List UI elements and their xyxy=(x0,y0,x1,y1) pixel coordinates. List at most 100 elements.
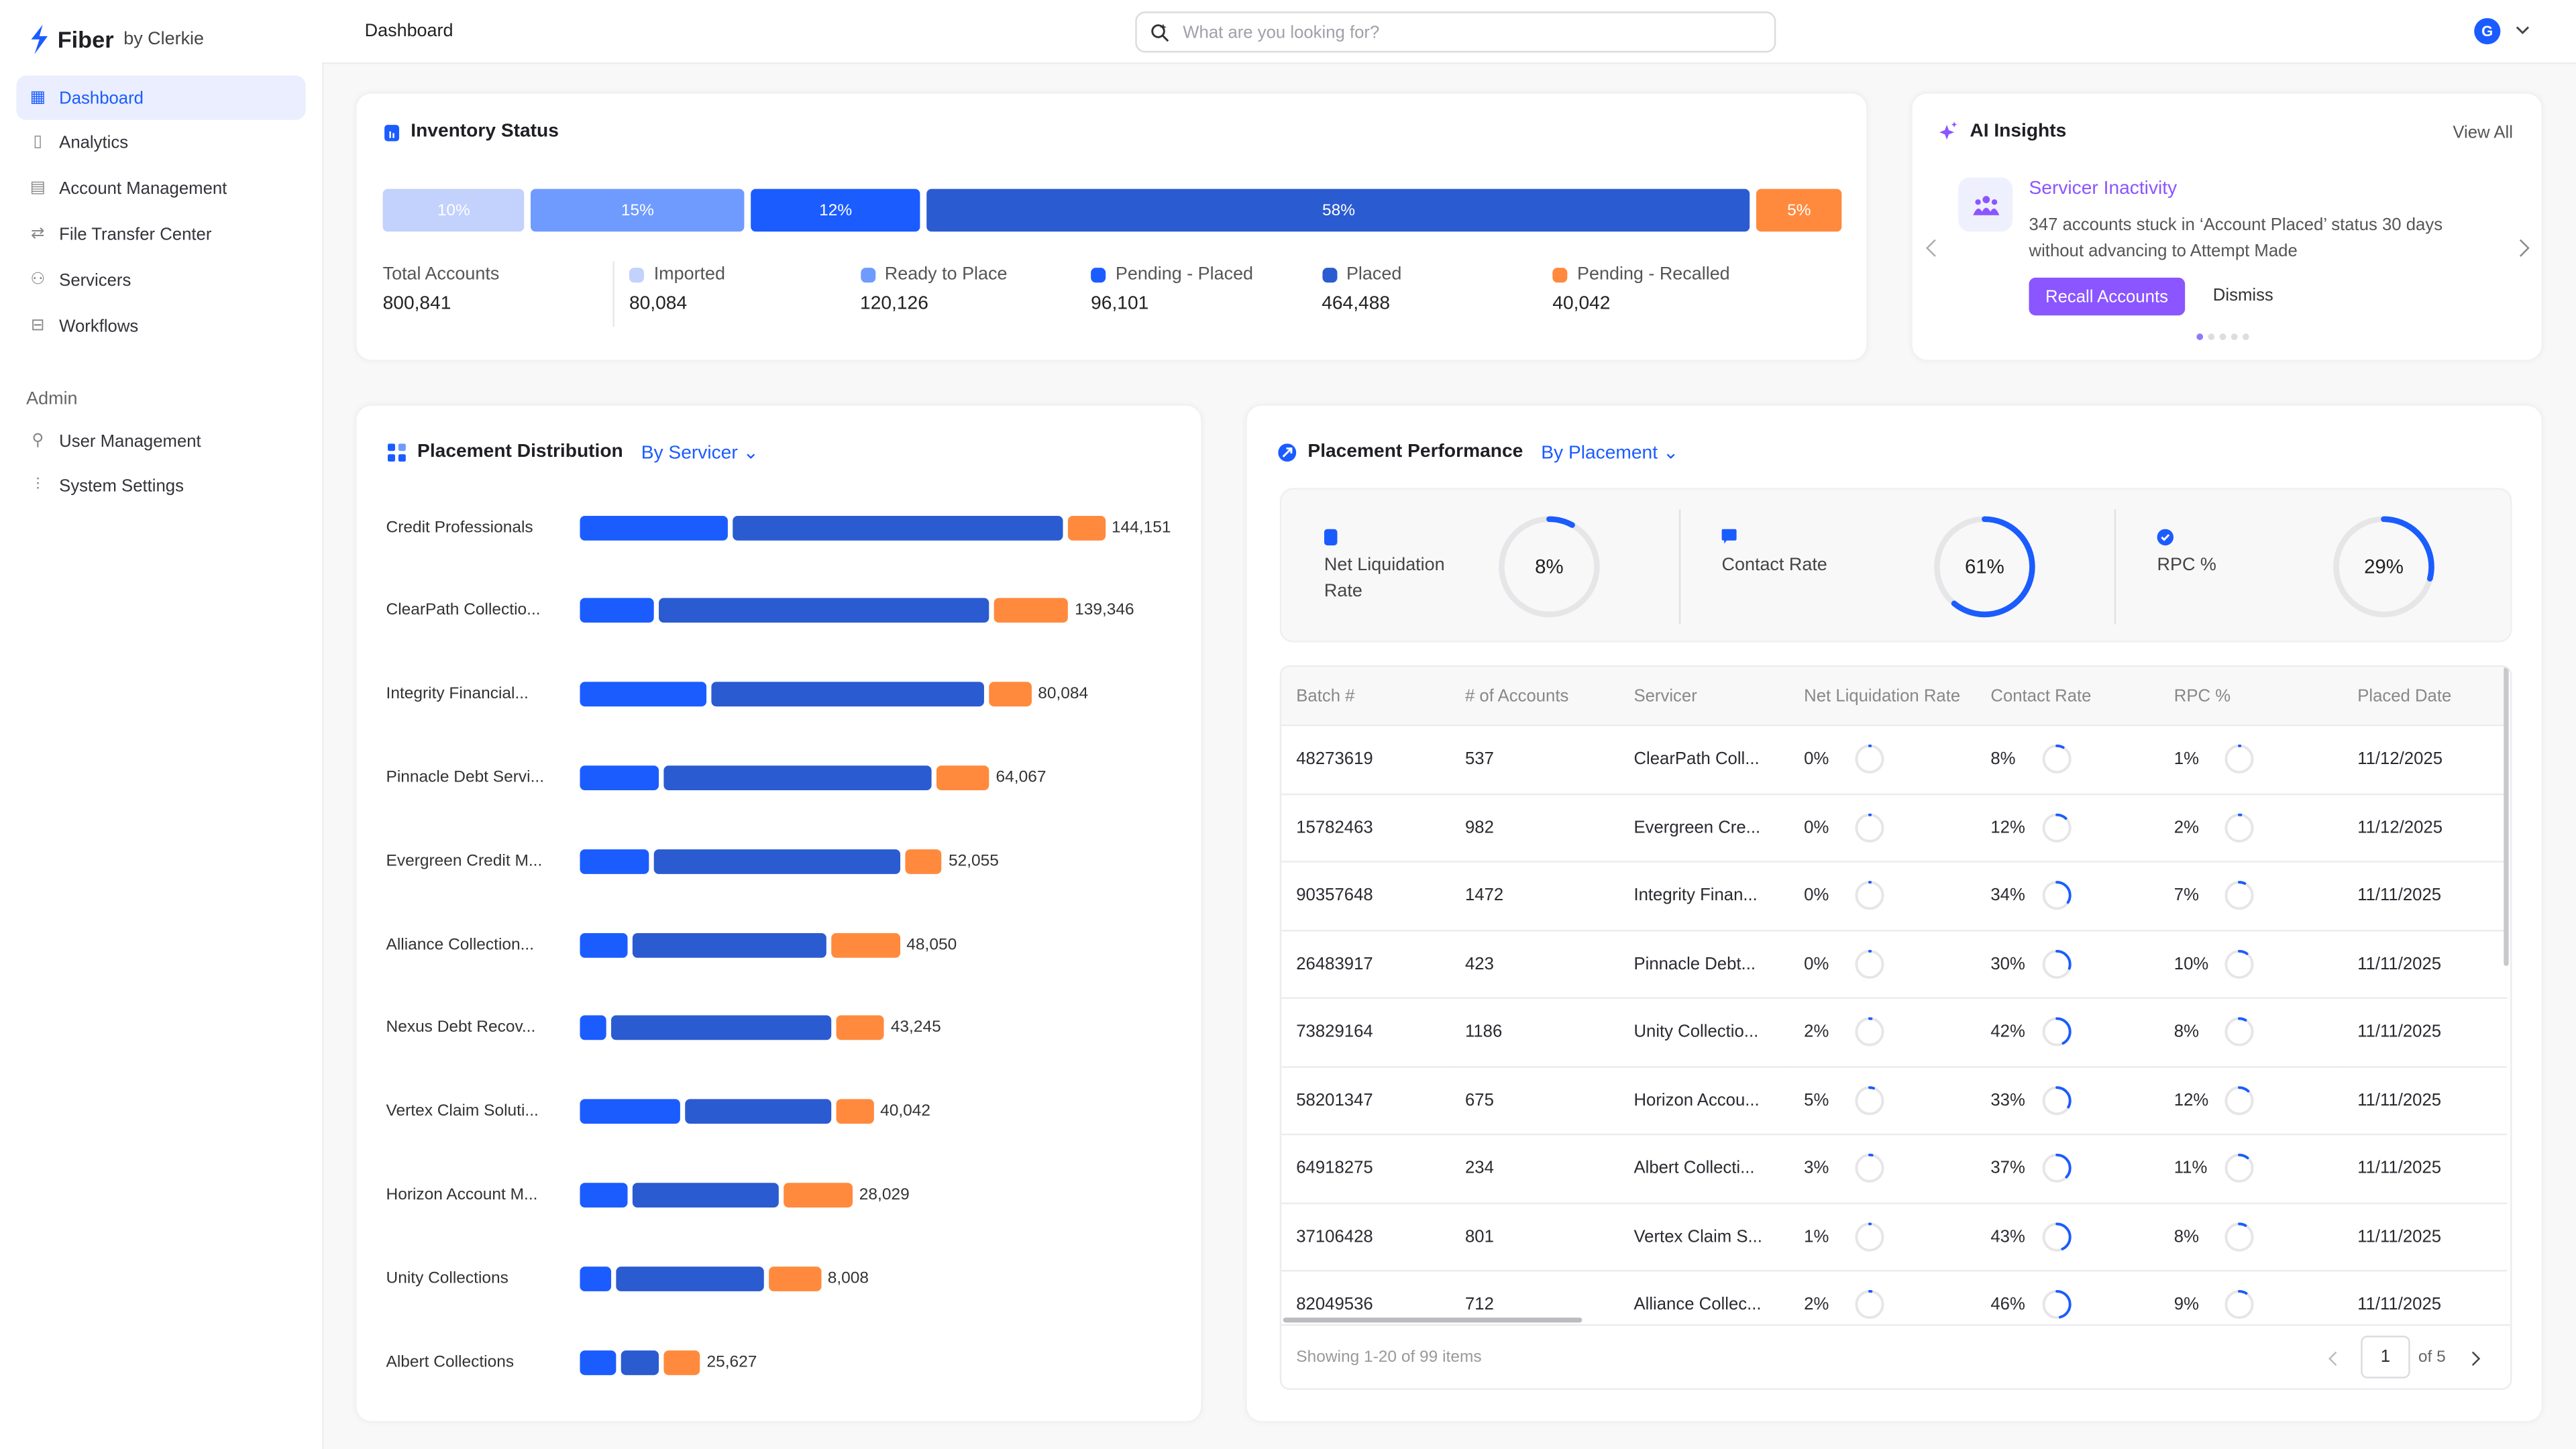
carousel-dot[interactable] xyxy=(2242,333,2249,340)
carousel-dot[interactable] xyxy=(2208,333,2215,340)
distribution-row[interactable]: Integrity Financial... 80,084 xyxy=(386,681,1191,707)
horizontal-scrollbar[interactable] xyxy=(1283,1318,1582,1323)
distribution-row[interactable]: Credit Professionals 144,151 xyxy=(386,515,1191,541)
bar-segment[interactable] xyxy=(837,1016,885,1040)
column-header[interactable]: Contact Rate xyxy=(1976,667,2159,727)
column-header[interactable]: # of Accounts xyxy=(1450,667,1619,727)
column-header[interactable]: Placed Date xyxy=(2343,667,2508,727)
bar-segment[interactable] xyxy=(616,1266,764,1291)
table-row[interactable]: 73829164 1186 Unity Collectio... 2% 42% 8% 11/… xyxy=(1281,998,2508,1067)
inventory-segment[interactable]: 58% xyxy=(927,189,1750,232)
table-row[interactable]: 58201347 675 Horizon Accou... 5% 33% 12% 11/11… xyxy=(1281,1066,2508,1136)
bar-segment[interactable] xyxy=(580,765,659,790)
bar-segment[interactable] xyxy=(653,849,901,874)
distribution-row[interactable]: Nexus Debt Recov... 43,245 xyxy=(386,1015,1191,1041)
distribution-row[interactable]: Vertex Claim Soluti... 40,042 xyxy=(386,1098,1191,1124)
distribution-row[interactable]: Unity Collections 8,008 xyxy=(386,1265,1191,1291)
column-header[interactable]: RPC % xyxy=(2159,667,2343,727)
prev-page-icon[interactable] xyxy=(2328,1350,2338,1366)
chevron-right-icon[interactable] xyxy=(2518,238,2530,258)
bar-segment[interactable] xyxy=(989,682,1032,707)
bar-segment[interactable] xyxy=(580,932,628,957)
inventory-segment[interactable]: 5% xyxy=(1756,189,1842,232)
sidebar-item-account-management[interactable]: ▤ Account Management xyxy=(16,167,305,211)
distribution-row[interactable]: Alliance Collection... 48,050 xyxy=(386,932,1191,958)
distribution-row[interactable]: Albert Collections 25,627 xyxy=(386,1349,1191,1375)
table-row[interactable]: 82049536 712 Alliance Collec... 2% 46% 9% 11/1… xyxy=(1281,1271,2508,1324)
bar-segment[interactable] xyxy=(684,1099,833,1124)
distribution-row[interactable]: Pinnacle Debt Servi... 64,067 xyxy=(386,765,1191,791)
table-row[interactable]: 90357648 1472 Integrity Finan... 0% 34% 7% 11/… xyxy=(1281,861,2508,931)
distribution-row[interactable]: Horizon Account M... 28,029 xyxy=(386,1182,1191,1208)
bar-segment[interactable] xyxy=(611,1016,833,1040)
bar-segment[interactable] xyxy=(663,1349,700,1375)
page-input[interactable]: 1 xyxy=(2361,1336,2410,1379)
sidebar-item-dashboard[interactable]: ▦ Dashboard xyxy=(16,75,306,120)
column-header[interactable]: Batch # xyxy=(1281,667,1450,727)
logo[interactable]: Fiber by Clerkie xyxy=(28,24,204,54)
bar-segment[interactable] xyxy=(580,1183,628,1208)
bar-segment[interactable] xyxy=(768,1266,821,1291)
bar-segment[interactable] xyxy=(1068,515,1106,540)
rate-value: 11% xyxy=(2174,1159,2208,1179)
search-input[interactable] xyxy=(1179,20,1745,44)
bar-segment[interactable] xyxy=(580,849,649,874)
vertical-scrollbar[interactable] xyxy=(2504,667,2509,967)
inventory-segment[interactable]: 10% xyxy=(382,189,525,232)
bar-segment[interactable] xyxy=(831,932,900,957)
bar-segment[interactable] xyxy=(580,682,706,707)
table-row[interactable]: 37106428 801 Vertex Claim S... 1% 43% 8% 11/11… xyxy=(1281,1202,2508,1272)
inventory-segment[interactable]: 12% xyxy=(750,189,921,232)
carousel-dot[interactable] xyxy=(2231,333,2238,340)
bar-segment[interactable] xyxy=(936,765,989,790)
servicer-filter-dropdown[interactable]: By Servicer ⌄ xyxy=(641,440,759,463)
carousel-dot[interactable] xyxy=(2196,333,2204,340)
table-row[interactable]: 48273619 537 ClearPath Coll... 0% 8% 1% 11/12/… xyxy=(1281,725,2508,795)
bar-segment[interactable] xyxy=(837,1099,874,1124)
chevron-down-icon[interactable] xyxy=(2515,25,2530,36)
bar-segment[interactable] xyxy=(658,598,990,623)
bar-segment[interactable] xyxy=(784,1183,853,1208)
sidebar-item-system-settings[interactable]: ⫶ System Settings xyxy=(16,465,305,509)
dismiss-button[interactable]: Dismiss xyxy=(2203,284,2283,307)
bar-segment[interactable] xyxy=(632,1183,780,1208)
table-cell: Integrity Finan... xyxy=(1619,861,1790,931)
gauge-ring: 29% xyxy=(2331,515,2436,620)
carousel-dot[interactable] xyxy=(2219,333,2226,340)
table-row[interactable]: 15782463 982 Evergreen Cre... 0% 12% 2% 11/12/… xyxy=(1281,793,2508,863)
distribution-row[interactable]: Evergreen Credit M... 52,055 xyxy=(386,848,1191,874)
sidebar-item-user-management[interactable]: ⚲ User Management xyxy=(16,419,305,463)
column-header[interactable]: Servicer xyxy=(1619,667,1790,727)
bar-segment[interactable] xyxy=(632,932,827,957)
bar-segment[interactable] xyxy=(580,1349,617,1375)
bar-segment[interactable] xyxy=(732,515,1063,540)
bar-segment[interactable] xyxy=(580,1099,680,1124)
avatar[interactable]: G xyxy=(2474,17,2501,45)
recall-accounts-button[interactable]: Recall Accounts xyxy=(2029,277,2185,316)
bar-segment[interactable] xyxy=(580,598,654,623)
sidebar-item-analytics[interactable]: ▯ Analytics xyxy=(16,121,305,166)
sidebar-item-file-transfer-center[interactable]: ⇄ File Transfer Center xyxy=(16,213,305,257)
segment-percent: 10 xyxy=(437,201,456,219)
table-row[interactable]: 64918275 234 Albert Collecti... 3% 37% 11% 11/… xyxy=(1281,1134,2508,1203)
next-page-icon[interactable] xyxy=(2471,1350,2481,1366)
view-all-link[interactable]: View All xyxy=(2453,123,2513,144)
inventory-segment[interactable]: 15% xyxy=(531,189,745,232)
table-row[interactable]: 26483917 423 Pinnacle Debt... 0% 30% 10% 11/11… xyxy=(1281,930,2508,999)
bar-segment[interactable] xyxy=(994,598,1069,623)
bar-segment[interactable] xyxy=(710,682,985,707)
sidebar-item-workflows[interactable]: ⊟ Workflows xyxy=(16,304,305,348)
chevron-left-icon[interactable] xyxy=(1925,238,1937,258)
placement-filter-dropdown[interactable]: By Placement ⌄ xyxy=(1541,440,1678,463)
bar-segment[interactable] xyxy=(580,1266,612,1291)
bar-segment[interactable] xyxy=(905,849,943,874)
distribution-row[interactable]: ClearPath Collectio... 139,346 xyxy=(386,598,1191,624)
grid-icon xyxy=(387,443,406,461)
bar-segment[interactable] xyxy=(663,765,932,790)
bar-segment[interactable] xyxy=(580,515,727,540)
column-header[interactable]: Net Liquidation Rate xyxy=(1789,667,1976,727)
search-box[interactable] xyxy=(1135,11,1776,53)
bar-segment[interactable] xyxy=(580,1016,606,1040)
bar-segment[interactable] xyxy=(621,1349,659,1375)
sidebar-item-servicers[interactable]: ⚇ Servicers xyxy=(16,258,305,303)
